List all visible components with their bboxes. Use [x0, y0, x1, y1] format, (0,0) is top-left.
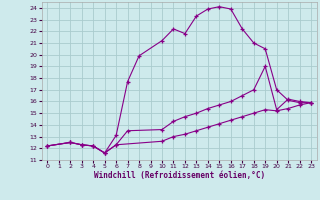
- X-axis label: Windchill (Refroidissement éolien,°C): Windchill (Refroidissement éolien,°C): [94, 171, 265, 180]
